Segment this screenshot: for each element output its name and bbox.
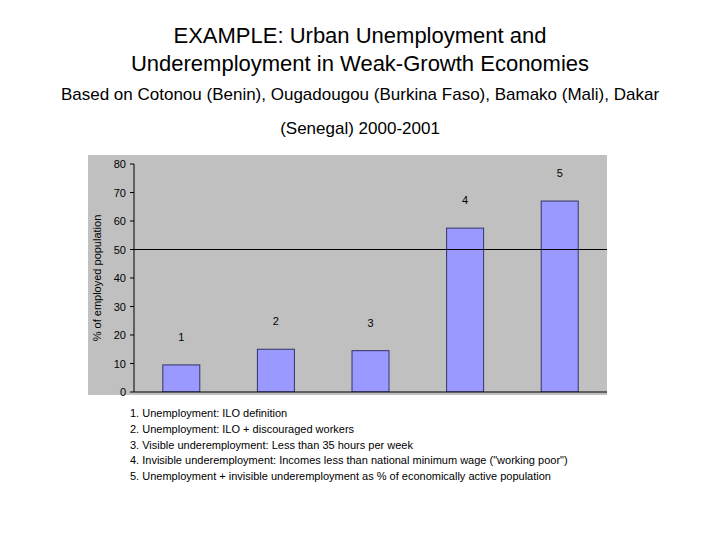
category-label: 2 [273,315,279,327]
chart-area [88,155,607,395]
y-tick [130,392,134,393]
y-axis-label: % of employed population [91,215,103,342]
title: EXAMPLE: Urban Unemployment and Underemp… [100,22,620,78]
bar [163,365,200,392]
category-label: 3 [367,317,373,329]
category-label: 5 [557,167,563,179]
y-axis [134,164,135,392]
x-axis [134,392,607,393]
y-tick-label: 60 [114,215,126,227]
note: 3. Visible underemployment: Less than 35… [130,439,413,451]
y-tick-label: 10 [114,358,126,370]
note: 1. Unemployment: ILO definition [130,407,287,419]
category-label: 4 [462,194,468,206]
bar [541,201,578,392]
y-tick [130,363,134,364]
note: 2. Unemployment: ILO + discouraged worke… [130,423,355,435]
note: 5. Unemployment + invisible underemploym… [130,470,551,482]
y-tick [130,306,134,307]
y-tick [130,249,134,250]
y-tick-label: 0 [120,386,126,398]
bar [352,351,389,392]
y-tick-label: 40 [114,272,126,284]
y-tick-label: 70 [114,187,126,199]
y-tick-label: 20 [114,329,126,341]
y-tick [130,278,134,279]
chart: 0 10 20 30 40 50 60 70 80 % of employed populatio… [0,0,720,540]
reference-line [134,249,607,250]
y-tick [130,192,134,193]
y-tick [130,221,134,222]
bar [257,349,294,392]
note: 4. Invisible underemployment: Incomes le… [130,454,568,466]
y-tick-label: 80 [114,158,126,170]
y-tick-label: 30 [114,301,126,313]
bars [134,201,607,392]
subtitle: Based on Cotonou (Benin), Ougadougou (Bu… [30,78,690,146]
y-tick [130,335,134,336]
bar [447,228,484,392]
category-label: 1 [178,331,184,343]
y-tick [130,164,134,165]
y-tick-label: 50 [114,244,126,256]
